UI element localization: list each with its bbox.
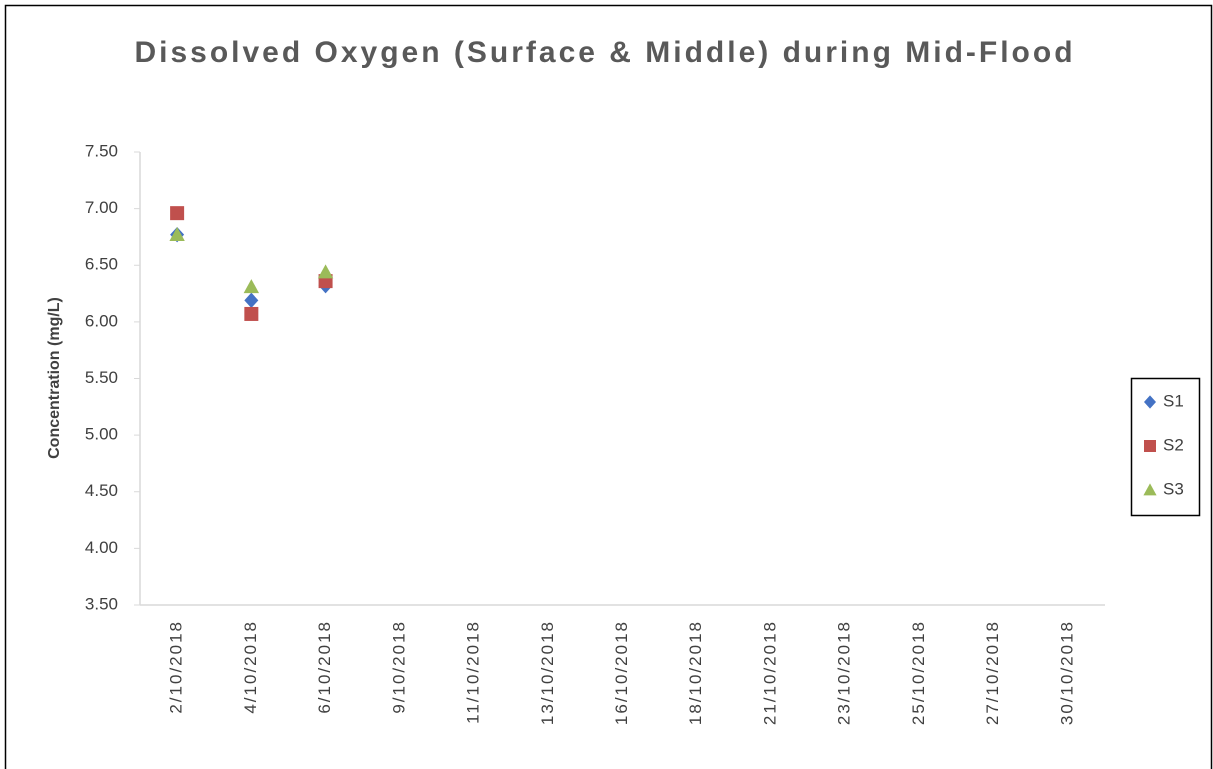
marker bbox=[170, 206, 185, 221]
legend-box bbox=[1130, 377, 1201, 517]
marker bbox=[1143, 483, 1157, 496]
y-tick-label: 4.00 bbox=[85, 538, 118, 557]
x-tick-label: 23/10/2018 bbox=[835, 620, 854, 725]
y-axis-label: Concentration (mg/L) bbox=[46, 297, 63, 459]
marker bbox=[244, 292, 259, 309]
chart-title: Dissolved Oxygen (Surface & Middle) duri… bbox=[134, 36, 1076, 69]
x-tick-label: 6/10/2018 bbox=[315, 620, 334, 714]
y-tick-label: 5.50 bbox=[85, 368, 118, 387]
legend-label: S2 bbox=[1163, 435, 1184, 454]
y-tick-label: 6.50 bbox=[85, 255, 118, 274]
marker bbox=[243, 279, 260, 294]
x-tick-label: 4/10/2018 bbox=[241, 620, 260, 714]
x-tick-label: 21/10/2018 bbox=[760, 620, 779, 725]
x-tick-label: 9/10/2018 bbox=[389, 620, 408, 714]
y-tick-label: 3.50 bbox=[85, 594, 118, 613]
x-tick-label: 13/10/2018 bbox=[538, 620, 557, 725]
legend-label: S3 bbox=[1163, 479, 1184, 498]
marker bbox=[1144, 395, 1156, 409]
marker bbox=[244, 306, 259, 321]
x-tick-label: 2/10/2018 bbox=[167, 620, 186, 714]
y-tick-label: 6.00 bbox=[85, 311, 118, 330]
marker bbox=[169, 226, 185, 241]
marker bbox=[317, 264, 334, 279]
x-tick-label: 25/10/2018 bbox=[909, 620, 928, 725]
marker bbox=[1144, 440, 1156, 452]
y-tick-label: 4.50 bbox=[85, 481, 118, 500]
y-tick-label: 7.00 bbox=[85, 198, 118, 217]
legend-label: S1 bbox=[1163, 391, 1184, 410]
x-tick-label: 11/10/2018 bbox=[464, 620, 483, 724]
x-tick-label: 27/10/2018 bbox=[983, 620, 1002, 725]
x-tick-label: 16/10/2018 bbox=[612, 620, 631, 725]
y-tick-label: 7.50 bbox=[85, 141, 118, 160]
y-tick-label: 5.00 bbox=[85, 425, 118, 444]
chart-border bbox=[4, 4, 1213, 769]
x-tick-label: 18/10/2018 bbox=[686, 620, 705, 725]
x-tick-label: 30/10/2018 bbox=[1057, 620, 1076, 725]
